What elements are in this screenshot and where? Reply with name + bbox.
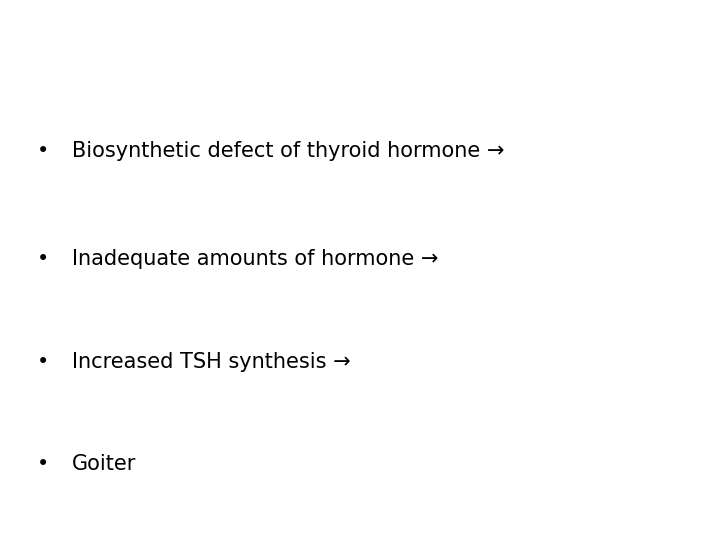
- Text: •: •: [37, 454, 50, 475]
- Text: Goiter: Goiter: [72, 454, 136, 475]
- Text: Increased TSH synthesis →: Increased TSH synthesis →: [72, 352, 351, 372]
- Text: •: •: [37, 352, 50, 372]
- Text: Biosynthetic defect of thyroid hormone →: Biosynthetic defect of thyroid hormone →: [72, 141, 505, 161]
- Text: Inadequate amounts of hormone →: Inadequate amounts of hormone →: [72, 249, 438, 269]
- Text: •: •: [37, 249, 50, 269]
- Text: •: •: [37, 141, 50, 161]
